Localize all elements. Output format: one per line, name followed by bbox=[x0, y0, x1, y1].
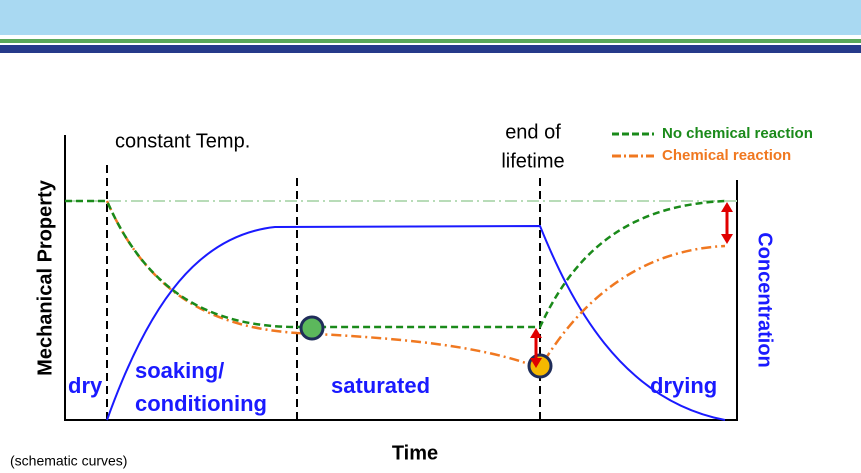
concentration-curve bbox=[106, 224, 726, 421]
no-chemical-curve bbox=[65, 199, 726, 329]
y2-axis-label: Concentration bbox=[754, 232, 776, 368]
phase-label: drying bbox=[650, 373, 717, 398]
difference-arrow bbox=[530, 202, 733, 368]
phase-label: conditioning bbox=[135, 391, 267, 416]
axes bbox=[64, 135, 738, 421]
phase-label: saturated bbox=[331, 373, 430, 398]
phase-label: dry bbox=[68, 373, 103, 398]
y-axis-label: Mechanical Property bbox=[34, 179, 56, 376]
legend-label: Chemical reaction bbox=[662, 147, 791, 164]
marker bbox=[299, 315, 325, 341]
phase-separators bbox=[106, 165, 541, 420]
annotation: lifetime bbox=[501, 150, 564, 172]
note: (schematic curves) bbox=[10, 453, 127, 469]
x-axis-label: Time bbox=[392, 442, 438, 464]
header-stripe bbox=[0, 39, 861, 43]
header-stripe bbox=[0, 45, 861, 53]
annotation: constant Temp. bbox=[115, 130, 250, 152]
legend-label: No chemical reaction bbox=[662, 125, 813, 142]
header-bar bbox=[0, 0, 861, 35]
phase-label: soaking/ bbox=[135, 358, 224, 383]
annotation: end of bbox=[505, 121, 561, 143]
